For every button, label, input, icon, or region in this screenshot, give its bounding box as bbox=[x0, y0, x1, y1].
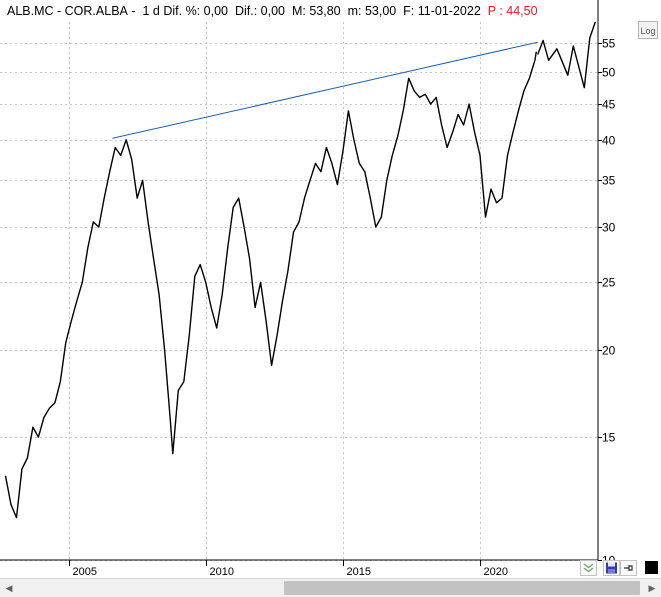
chart-header: ALB.MC - COR.ALBA - 1 d Dif. %: 0,00 Dif… bbox=[7, 4, 538, 18]
y-tick-label: 55 bbox=[602, 37, 616, 51]
max-label: M: bbox=[291, 4, 306, 18]
black-square-icon[interactable] bbox=[645, 561, 658, 574]
dif-label: Dif.: bbox=[234, 4, 258, 18]
y-tick-label: 45 bbox=[602, 98, 616, 112]
x-tick-label: 2010 bbox=[210, 566, 234, 578]
min-label: m: bbox=[347, 4, 362, 18]
x-tick-label: 2015 bbox=[347, 566, 371, 578]
dif-pct-label: Dif. %: bbox=[163, 4, 201, 18]
y-tick-label: 50 bbox=[602, 66, 616, 80]
y-tick-label: 20 bbox=[602, 344, 616, 358]
date-value: 11-01-2022 bbox=[417, 4, 481, 18]
series-line-2 bbox=[112, 41, 538, 139]
series-line-0 bbox=[4, 51, 537, 519]
scroll-right-icon[interactable]: ▶ bbox=[648, 583, 656, 593]
axes: 101520253035404550552005201020152020 bbox=[0, 0, 616, 578]
dif-value: 0,00 bbox=[260, 4, 285, 18]
y-tick-label: 25 bbox=[602, 276, 616, 290]
instrument-name: COR.ALBA bbox=[64, 4, 128, 18]
price-label: P : bbox=[487, 4, 503, 18]
log-scale-button[interactable]: Log bbox=[638, 21, 658, 39]
series-layer bbox=[4, 21, 596, 519]
double-chevron-down-icon[interactable] bbox=[580, 560, 597, 576]
horizontal-scrollbar[interactable]: ◀ ▶ bbox=[0, 578, 661, 597]
max-value: 53,80 bbox=[309, 4, 341, 18]
y-tick-label: 40 bbox=[602, 134, 616, 148]
pin-icon[interactable] bbox=[620, 560, 637, 576]
date-label: F: bbox=[403, 4, 415, 18]
y-tick-label: 30 bbox=[602, 221, 616, 235]
grid bbox=[0, 22, 598, 561]
series-line-1 bbox=[537, 21, 596, 89]
x-tick-label: 2005 bbox=[73, 566, 97, 578]
price-value: 44,50 bbox=[506, 4, 538, 18]
dif-pct-value: 0,00 bbox=[203, 4, 228, 18]
interval: 1 d bbox=[142, 4, 160, 18]
floppy-disk-icon[interactable] bbox=[603, 560, 620, 576]
scroll-thumb[interactable] bbox=[284, 581, 640, 595]
symbol: ALB.MC bbox=[7, 4, 54, 18]
min-value: 53,00 bbox=[364, 4, 397, 18]
scroll-left-icon[interactable]: ◀ bbox=[5, 583, 13, 593]
x-tick-label: 2020 bbox=[484, 566, 508, 578]
y-tick-label: 15 bbox=[602, 431, 616, 445]
y-tick-label: 35 bbox=[602, 174, 616, 188]
